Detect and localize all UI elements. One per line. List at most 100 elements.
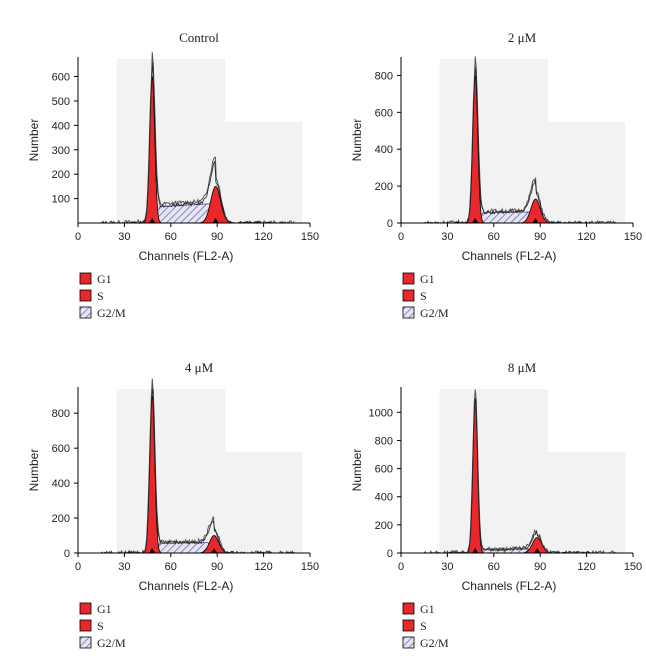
y-tick-label: 100: [52, 194, 70, 206]
x-tick-label: 30: [441, 561, 453, 573]
chart-title: 2 μM: [508, 30, 537, 45]
legend-label: G2/M: [97, 306, 126, 320]
x-tick-label: 120: [254, 561, 272, 573]
y-tick-label: 600: [375, 107, 393, 119]
x-tick-label: 120: [577, 231, 595, 243]
g1-marker: [472, 548, 479, 553]
plot-background-right: [547, 452, 626, 553]
g2m-marker: [534, 548, 541, 553]
legend-swatch-g2m: [79, 306, 92, 319]
y-tick-label: 0: [387, 548, 393, 560]
g2m-marker: [211, 548, 218, 553]
x-axis-label: Channels (FL2-A): [139, 249, 234, 263]
y-tick-label: 400: [52, 120, 70, 132]
legend-swatch-s: [79, 289, 92, 302]
s-phase-region: [151, 203, 217, 224]
histogram-svg: 0 30 60 90 120 150 100 200 300 400 500 600 Control Ch…: [27, 30, 319, 320]
y-tick-label: 400: [52, 478, 70, 490]
x-tick-label: 0: [398, 231, 404, 243]
x-tick-label: 90: [211, 231, 223, 243]
legend-label: S: [420, 619, 427, 633]
y-tick-label: 200: [375, 181, 393, 193]
x-axis-label: Channels (FL2-A): [139, 579, 234, 593]
legend-label: G2/M: [420, 306, 449, 320]
x-tick-label: 150: [301, 561, 319, 573]
histogram-panel-control: 0 30 60 90 120 150 100 200 300 400 500 600 Control Ch…: [0, 0, 323, 335]
g1-marker: [149, 548, 156, 553]
plot-background-right: [224, 122, 303, 223]
y-tick-label: 600: [52, 72, 70, 84]
x-tick-label: 120: [254, 231, 272, 243]
plot-background-right: [547, 122, 626, 223]
y-tick-label: 600: [375, 464, 393, 476]
g1-marker: [149, 218, 156, 223]
legend-swatch-g1: [402, 272, 415, 285]
histogram-svg: 0 30 60 90 120 150 0 200 400 600 800 2 μM Channels (…: [350, 30, 642, 320]
x-tick-label: 90: [534, 561, 546, 573]
plot-background-right: [224, 452, 303, 553]
histogram-panel-4um: 0 30 60 90 120 150 0 200 400 600 800 4 μM Channels (…: [0, 330, 323, 665]
legend-swatch-g1: [402, 602, 415, 615]
g1-marker: [472, 218, 479, 223]
y-tick-label: 400: [375, 492, 393, 504]
y-tick-label: 600: [52, 443, 70, 455]
y-tick-label: 0: [64, 548, 70, 560]
x-tick-label: 30: [441, 231, 453, 243]
legend-label: S: [420, 289, 427, 303]
x-tick-label: 30: [118, 231, 130, 243]
legend-swatch-s: [402, 289, 415, 302]
plot-background: [439, 59, 548, 223]
histogram-panel-2um: 0 30 60 90 120 150 0 200 400 600 800 2 μM Channels (…: [323, 0, 646, 335]
y-tick-label: 0: [387, 218, 393, 230]
legend-swatch-g2m: [79, 636, 92, 649]
legend-swatch-s: [402, 619, 415, 632]
plot-background: [116, 59, 225, 223]
x-tick-label: 0: [75, 561, 81, 573]
histogram-svg: 0 30 60 90 120 150 0 200 400 600 800 4 μM Channels (…: [27, 360, 319, 650]
x-tick-label: 120: [577, 561, 595, 573]
legend-label: G2/M: [420, 636, 449, 650]
x-tick-label: 0: [75, 231, 81, 243]
g2m-marker: [532, 218, 539, 223]
x-axis-label: Channels (FL2-A): [462, 249, 557, 263]
chart-title: 8 μM: [508, 360, 537, 375]
legend-swatch-g1: [79, 602, 92, 615]
x-tick-label: 60: [488, 231, 500, 243]
g2m-marker: [212, 218, 219, 223]
legend-label: G1: [97, 602, 112, 616]
legend-swatch-g1: [79, 272, 92, 285]
plot-background: [439, 389, 548, 553]
y-tick-label: 500: [52, 96, 70, 108]
y-tick-label: 200: [52, 513, 70, 525]
x-tick-label: 150: [624, 231, 642, 243]
x-tick-label: 60: [165, 231, 177, 243]
y-tick-label: 800: [375, 435, 393, 447]
legend-label: G1: [97, 272, 112, 286]
legend-label: G2/M: [97, 636, 126, 650]
x-tick-label: 60: [488, 561, 500, 573]
x-tick-label: 90: [211, 561, 223, 573]
y-tick-label: 800: [52, 408, 70, 420]
chart-title: Control: [179, 30, 219, 45]
x-tick-label: 0: [398, 561, 404, 573]
y-tick-label: 1000: [369, 407, 393, 419]
y-tick-label: 800: [375, 70, 393, 82]
x-tick-label: 150: [301, 231, 319, 243]
legend-label: S: [97, 619, 104, 633]
plot-background: [116, 389, 225, 553]
chart-title: 4 μM: [185, 360, 214, 375]
legend-label: S: [97, 289, 104, 303]
y-tick-label: 200: [52, 169, 70, 181]
y-axis-label: Number: [350, 119, 364, 162]
legend-label: G1: [420, 602, 435, 616]
histogram-panel-8um: 0 30 60 90 120 150 0 200 400 600 800 1000 8 μM Channe…: [323, 330, 646, 665]
x-tick-label: 30: [118, 561, 130, 573]
y-tick-label: 300: [52, 145, 70, 157]
y-tick-label: 200: [375, 520, 393, 532]
y-axis-label: Number: [27, 119, 41, 162]
y-tick-label: 400: [375, 144, 393, 156]
legend-label: G1: [420, 272, 435, 286]
legend-swatch-g2m: [402, 306, 415, 319]
histogram-svg: 0 30 60 90 120 150 0 200 400 600 800 1000 8 μM Channe…: [350, 360, 642, 650]
legend-swatch-s: [79, 619, 92, 632]
